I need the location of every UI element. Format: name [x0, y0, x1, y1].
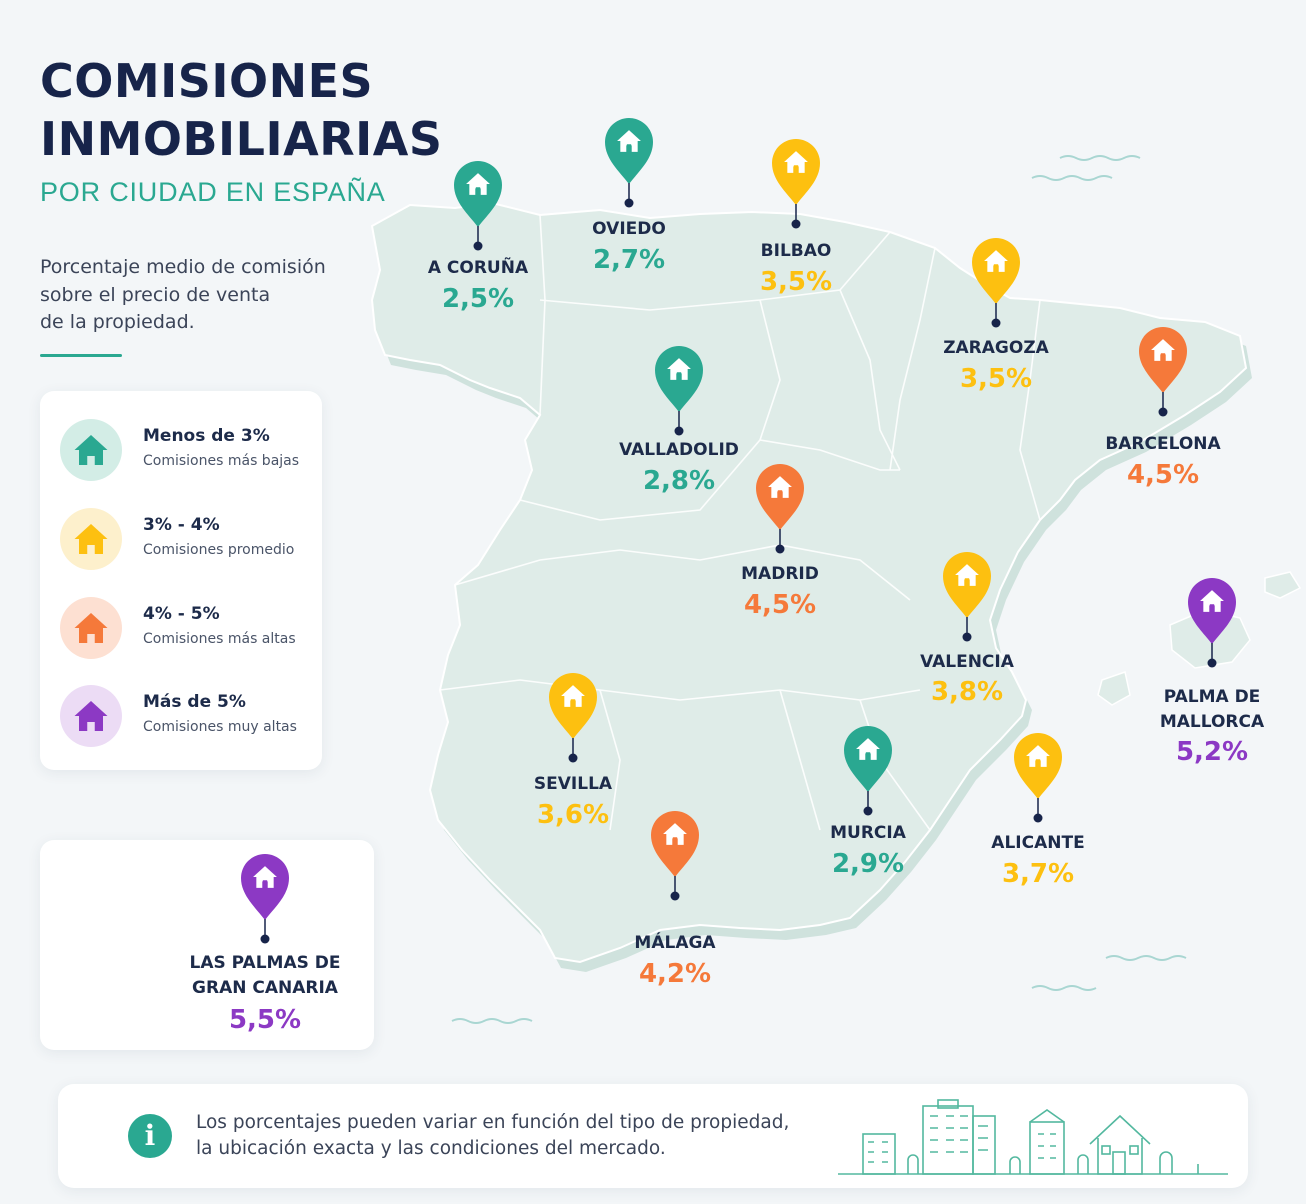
legend-item-high: 4% - 5% Comisiones más altas [60, 593, 310, 663]
city-commission-value: 3,5% [759, 267, 833, 297]
note-line: Los porcentajes pueden variar en función… [196, 1112, 790, 1133]
city-name: MURCIA [768, 821, 968, 846]
legend-card: Menos de 3% Comisiones más bajas 3% - 4%… [40, 391, 322, 770]
city-name: LAS PALMAS DE GRAN CANARIA [165, 951, 365, 1001]
city-name-line: MALLORCA [1159, 712, 1265, 732]
city-name-line: BARCELONA [1105, 434, 1221, 454]
city-name: OVIEDO [529, 217, 729, 242]
city-commission-value: 4,5% [743, 590, 817, 620]
map-pin-oviedo[interactable] [604, 117, 654, 212]
map-pin-a-coruna[interactable] [453, 160, 503, 255]
city-name-line: SEVILLA [533, 774, 613, 794]
city-name: BARCELONA [1063, 432, 1263, 457]
city-name-line: OVIEDO [592, 219, 666, 239]
city-name: VALLADOLID [579, 438, 779, 463]
map-pin-valencia[interactable] [942, 551, 992, 646]
city-name: A CORUÑA [378, 256, 578, 281]
city-name: PALMA DE MALLORCA [1112, 685, 1306, 735]
legend-subtitle: Comisiones más altas [143, 631, 296, 647]
city-name: VALENCIA [867, 650, 1067, 675]
description-line: Porcentaje medio de comisión [40, 256, 326, 278]
city-commission-value: 2,5% [441, 284, 515, 314]
city-name: ZARAGOZA [896, 336, 1096, 361]
city-commission-value: 2,7% [592, 245, 666, 275]
map-pin-madrid[interactable] [755, 463, 805, 558]
city-name-line: PALMA DE [1163, 687, 1261, 707]
legend-subtitle: Comisiones muy altas [143, 719, 297, 735]
legend-subtitle: Comisiones promedio [143, 542, 295, 558]
city-name-line: BILBAO [760, 241, 832, 261]
city-name: ALICANTE [938, 831, 1138, 856]
map-pin-malaga[interactable] [650, 810, 700, 905]
info-note: i Los porcentajes pueden variar en funci… [58, 1084, 1248, 1188]
city-name-line: MÁLAGA [634, 933, 716, 953]
map-pin-sevilla[interactable] [548, 672, 598, 767]
legend-title: 3% - 4% [143, 515, 220, 535]
legend-subtitle: Comisiones más bajas [143, 453, 300, 469]
map-pin-bilbao[interactable] [771, 138, 821, 233]
peninsula [370, 201, 1252, 972]
city-commission-value: 4,5% [1126, 460, 1200, 490]
divider [40, 354, 122, 357]
house-icon [60, 419, 122, 481]
city-commission-value: 2,9% [831, 849, 905, 879]
info-icon: i [128, 1114, 172, 1158]
city-name-line: GRAN CANARIA [192, 978, 338, 998]
legend-title: 4% - 5% [143, 604, 220, 624]
city-name: BILBAO [696, 239, 896, 264]
note-text: Los porcentajes pueden variar en función… [196, 1110, 789, 1162]
map-pin-murcia[interactable] [843, 725, 893, 820]
city-name-line: LAS PALMAS DE [189, 953, 341, 973]
city-commission-value: 3,5% [959, 364, 1033, 394]
city-name-line: MADRID [741, 564, 819, 584]
map-pin-barcelona[interactable] [1138, 326, 1188, 421]
city-name-line: MURCIA [830, 823, 906, 843]
city-commission-value: 3,8% [930, 677, 1004, 707]
legend-title: Menos de 3% [143, 426, 270, 446]
page-title-line-1: COMISIONES [40, 54, 374, 108]
map-pin-las-palmas[interactable] [240, 853, 290, 948]
city-name-line: ALICANTE [991, 833, 1085, 853]
map-pin-valladolid[interactable] [654, 345, 704, 440]
legend-item-average: 3% - 4% Comisiones promedio [60, 504, 310, 574]
city-name-line: A CORUÑA [427, 258, 529, 278]
legend-item-very-high: Más de 5% Comisiones muy altas [60, 681, 310, 751]
city-name: MÁLAGA [575, 931, 775, 956]
city-commission-value: 2,8% [642, 466, 716, 496]
legend-item-low: Menos de 3% Comisiones más bajas [60, 415, 310, 485]
canary-islands-inset [40, 840, 374, 1050]
map-pin-palma[interactable] [1187, 577, 1237, 672]
house-icon [60, 508, 122, 570]
city-name-line: VALLADOLID [619, 440, 739, 460]
description-line: de la propiedad. [40, 311, 195, 333]
city-commission-value: 5,2% [1175, 737, 1249, 767]
city-name-line: VALENCIA [920, 652, 1014, 672]
sea-waves [451, 155, 1187, 1024]
city-skyline-illustration [838, 1099, 1228, 1175]
city-name-line: ZARAGOZA [943, 338, 1049, 358]
city-commission-value: 4,2% [638, 959, 712, 989]
house-icon [60, 597, 122, 659]
description-line: sobre el precio de venta [40, 283, 271, 306]
legend-title: Más de 5% [143, 692, 246, 712]
map-pin-zaragoza[interactable] [971, 237, 1021, 332]
city-commission-value: 3,6% [536, 800, 610, 830]
note-line: la ubicación exacta y las condiciones de… [196, 1138, 666, 1159]
page-subtitle: POR CIUDAD EN ESPAÑA [40, 177, 386, 207]
house-icon [60, 685, 122, 747]
city-name: SEVILLA [473, 772, 673, 797]
page-title-line-2: INMOBILIARIAS [40, 112, 443, 166]
map-pin-alicante[interactable] [1013, 732, 1063, 827]
city-commission-value: 5,5% [228, 1005, 302, 1035]
city-name: MADRID [680, 562, 880, 587]
city-commission-value: 3,7% [1001, 859, 1075, 889]
description: Porcentaje medio de comisión sobre el pr… [40, 254, 340, 337]
